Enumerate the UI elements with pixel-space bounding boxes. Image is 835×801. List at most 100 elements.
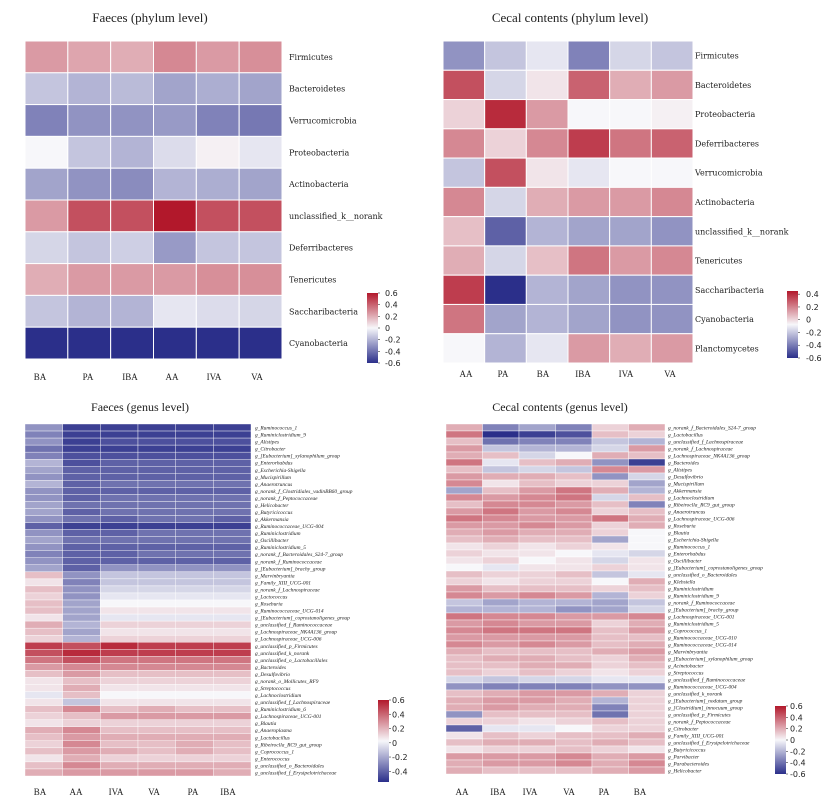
heatmap-cell (591, 752, 629, 761)
heatmap-cell (175, 663, 214, 671)
heatmap-cell (628, 570, 666, 579)
heatmap-cell (62, 578, 101, 587)
heatmap-cell (137, 529, 176, 537)
heatmap-cell (24, 543, 63, 551)
heatmap-cell (482, 633, 520, 642)
heatmap-cell (445, 451, 483, 460)
column-label: IVA (109, 787, 124, 797)
row-label: Cyanobacteria (289, 339, 348, 348)
heatmap-cell (555, 661, 593, 670)
heatmap-cell (110, 135, 154, 169)
colorbar-tick-label: 0.4 (790, 713, 803, 722)
heatmap-cell (153, 263, 197, 296)
heatmap-cell (213, 649, 252, 657)
chart-title: Faeces (genus level) (91, 400, 189, 414)
heatmap-cell (442, 216, 486, 247)
heatmap-cell (591, 619, 629, 628)
heatmap-cell (445, 626, 483, 635)
heatmap-cell (482, 451, 520, 460)
heatmap-cell (213, 536, 252, 544)
heatmap-cell (62, 423, 101, 432)
heatmap-cell (591, 626, 629, 635)
column-label: PA (188, 787, 199, 797)
heatmap-cell (555, 647, 593, 656)
heatmap-cell (110, 326, 154, 360)
heatmap-cell (518, 759, 556, 768)
heatmap-cell (67, 40, 112, 74)
heatmap-cell (137, 480, 176, 488)
heatmap-cell (518, 738, 556, 747)
panel-faeces-phylum: Faeces (phylum level) Firmicutes Bacteroid… (24, 10, 401, 382)
heatmap-cell (62, 705, 101, 713)
heatmap-cell (195, 72, 240, 106)
heatmap-cell (213, 635, 252, 643)
column-label: VA (251, 372, 263, 382)
heatmap-cell (62, 585, 101, 594)
heatmap-cell (591, 654, 629, 663)
heatmap-cell (484, 99, 527, 130)
heatmap-cell (137, 761, 176, 770)
row-label: Firmicutes (289, 53, 333, 62)
heatmap-cell (525, 69, 569, 101)
heatmap-cell (24, 437, 63, 446)
heatmap-cell (445, 472, 483, 481)
colorbar-tick-label: 0.2 (790, 725, 803, 734)
heatmap-cell (518, 633, 556, 642)
heatmap-cell (24, 515, 63, 523)
heatmap-cell (591, 661, 629, 670)
heatmap-cell (100, 613, 139, 622)
row-label: Verrucomicrobia (694, 169, 763, 178)
heatmap-cell (24, 423, 63, 432)
row-label: g_Ruminococcaceae_UCG-014 (255, 609, 324, 615)
heatmap-cell (175, 649, 214, 657)
row-label: g_Mucispirillum (255, 475, 291, 481)
heatmap-cell (137, 747, 176, 756)
heatmap-cell (24, 40, 69, 74)
heatmap-cell (137, 451, 176, 460)
heatmap-cell (175, 423, 214, 432)
row-label: g_unclassified_f_Erysipelotrichaceae (255, 769, 337, 776)
heatmap-cell (137, 437, 176, 446)
heatmap-cell (628, 584, 666, 593)
heatmap-cell (518, 451, 556, 460)
heatmap-cell (482, 703, 520, 712)
heatmap-cell (482, 528, 520, 537)
heatmap-cell (650, 40, 694, 71)
heatmap-cell (555, 717, 593, 726)
row-label: unclassified_k__norank (695, 227, 789, 236)
heatmap-cell (628, 563, 666, 572)
heatmap-cell (609, 157, 652, 188)
heatmap-cell (628, 661, 666, 670)
heatmap-cell (518, 542, 556, 551)
heatmap-cell (62, 557, 101, 566)
heatmap-cell (213, 606, 252, 615)
heatmap-cell (518, 731, 556, 740)
heatmap-cell (591, 682, 629, 691)
heatmap-cell (137, 684, 176, 692)
heatmap-cell (591, 717, 629, 726)
heatmap-cell (555, 633, 593, 642)
heatmap-cell (445, 458, 483, 467)
colorbar-tick-label: -0.4 (385, 347, 401, 356)
heatmap-cell (62, 635, 101, 643)
heatmap-cell (175, 430, 214, 439)
heatmap-cell (137, 473, 176, 481)
colorbar-tick-label: 0.6 (385, 289, 398, 298)
heatmap-cell (518, 745, 556, 754)
heatmap-cell (24, 326, 69, 360)
heatmap-cell (591, 675, 629, 684)
heatmap-cell (628, 507, 666, 516)
heatmap-cell (484, 40, 527, 71)
heatmap-cell (482, 682, 520, 691)
heatmap-cell (62, 451, 101, 460)
column-label: BA (634, 787, 647, 797)
heatmap-cell (100, 754, 139, 763)
heatmap-cell (591, 703, 629, 712)
heatmap-cell (442, 99, 486, 130)
heatmap-cell (195, 135, 240, 169)
colorbar-tick-label: 0.6 (392, 696, 405, 705)
heatmap-cell (591, 486, 629, 495)
heatmap-cell (62, 473, 101, 481)
heatmap-cell (482, 668, 520, 677)
column-label: IBA (220, 787, 236, 797)
